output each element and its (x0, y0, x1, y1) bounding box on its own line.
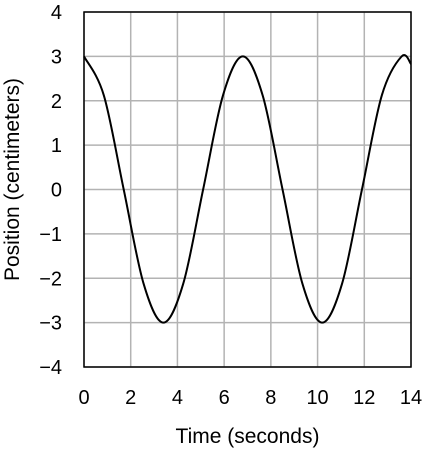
y-axis-label: Position (centimeters) (1, 78, 24, 281)
y-tick-label: 4 (51, 2, 62, 24)
y-tick-label: −3 (39, 313, 62, 335)
x-tick-label: 8 (265, 387, 276, 409)
plot-frame (83, 11, 412, 368)
x-axis-label: Time (seconds) (176, 425, 320, 448)
y-tick-label: 3 (51, 46, 62, 68)
y-tick-label: 2 (51, 91, 62, 113)
y-tick-label: 1 (51, 135, 62, 157)
x-tick-labels: 0 2 4 6 8 10 12 14 (78, 387, 422, 409)
series-line (83, 54, 412, 324)
x-tick-label: 0 (78, 387, 89, 409)
x-tick-label: 14 (400, 387, 422, 409)
y-tick-label: −1 (39, 224, 62, 246)
x-tick-label: 12 (353, 387, 375, 409)
y-tick-label: −4 (39, 357, 62, 379)
y-tick-label: 0 (51, 180, 62, 202)
y-tick-labels: 4 3 2 1 0 −1 −2 −3 −4 (39, 2, 62, 379)
x-tick-label: 6 (219, 387, 230, 409)
x-tick-label: 4 (172, 387, 183, 409)
x-tick-label: 2 (125, 387, 136, 409)
y-tick-label: −2 (39, 268, 62, 290)
x-tick-label: 10 (306, 387, 328, 409)
